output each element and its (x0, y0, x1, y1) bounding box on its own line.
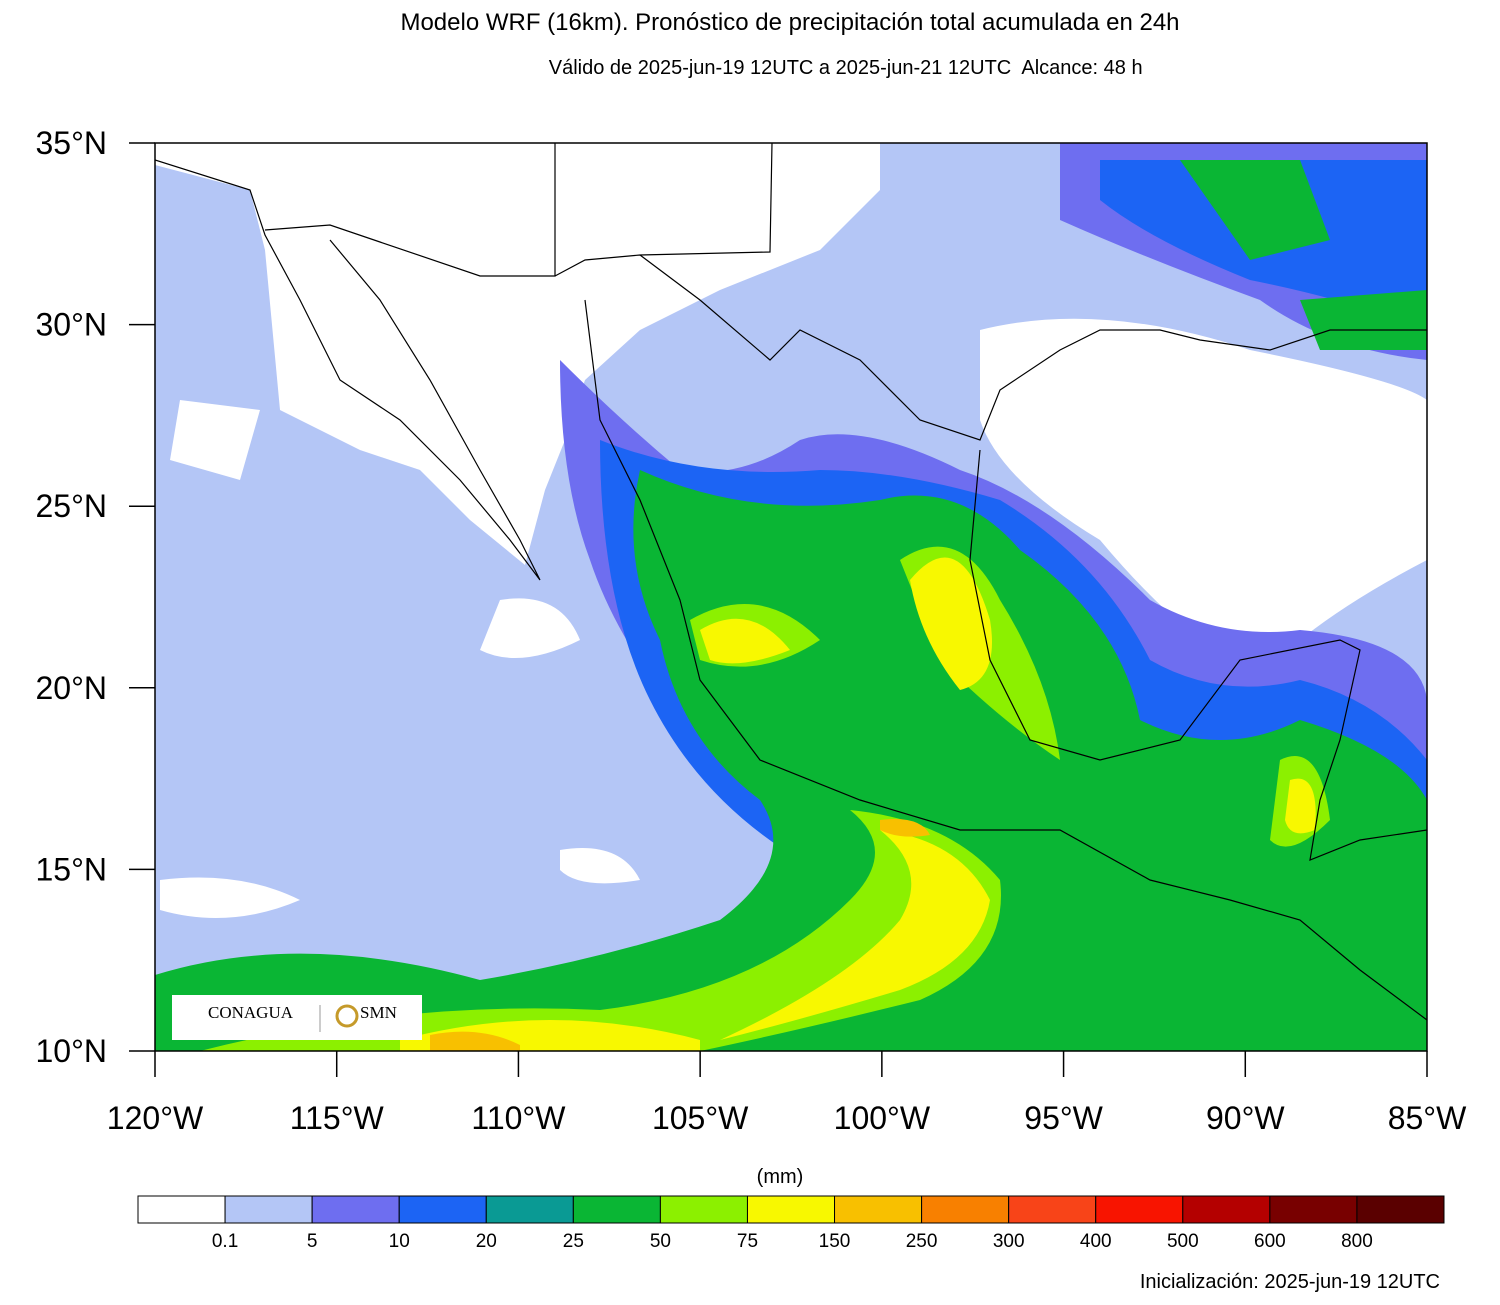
colorbar-level: 75 (737, 1231, 758, 1252)
precip-region (155, 470, 1427, 1051)
colorbar-swatch (137, 1195, 226, 1224)
lat-tick-label: 10°N (36, 1033, 108, 1069)
lat-tick-label: 30°N (36, 307, 108, 343)
colorbar-swatch (1182, 1195, 1271, 1224)
lon-tick-label: 100°W (834, 1100, 931, 1136)
colorbar-swatch (485, 1195, 574, 1224)
colorbar-level: 400 (1080, 1231, 1112, 1252)
colorbar-swatch (1269, 1195, 1358, 1224)
init-time: Inicialización: 2025-jun-19 12UTC (1140, 1271, 1440, 1293)
agency-logo-text: CONAGUA (208, 1003, 294, 1022)
colorbar-level: 500 (1167, 1231, 1199, 1252)
colorbar-swatch (1095, 1195, 1184, 1224)
lon-tick-label: 105°W (652, 1100, 749, 1136)
colorbar-swatch (224, 1195, 313, 1224)
lat-tick-label: 15°N (36, 851, 108, 887)
precip-field (155, 143, 1427, 1051)
colorbar-swatch (1356, 1195, 1445, 1224)
colorbar-level: 150 (819, 1231, 851, 1252)
lon-tick-label: 110°W (471, 1100, 566, 1136)
colorbar-swatch (834, 1195, 923, 1224)
valid-period: Válido de 2025-jun-19 12UTC a 2025-jun-2… (549, 57, 1012, 79)
map-frame (154, 142, 1428, 1052)
colorbar-level: 800 (1341, 1231, 1373, 1252)
title: Modelo WRF (16km). Pronóstico de precipi… (400, 9, 1179, 36)
service-logo-text: SMN (360, 1003, 397, 1022)
colorbar-swatch (572, 1195, 661, 1224)
colorbar: 0.1 5 10 20 25 50 75 150 250 300 400 500 600 800 (137, 1195, 1445, 1252)
precip-region (155, 143, 880, 565)
colorbar-level: 5 (307, 1231, 318, 1252)
lon-tick-label: 120°W (107, 1100, 204, 1136)
colorbar-level: 300 (993, 1231, 1025, 1252)
lon-tick-label: 115°W (290, 1100, 385, 1136)
lat-tick-label: 35°N (36, 125, 108, 161)
colorbar-swatch (921, 1195, 1010, 1224)
colorbar-swatch (1008, 1195, 1097, 1224)
lon-tick-label: 90°W (1206, 1100, 1285, 1136)
colorbar-swatch (311, 1195, 400, 1224)
precip-region (1180, 160, 1427, 350)
logo: CONAGUA SMN (172, 995, 422, 1040)
colorbar-swatch (746, 1195, 836, 1224)
colorbar-swatch (659, 1195, 748, 1224)
forecast-range: Alcance: 48 h (1021, 57, 1142, 79)
lon-tick-label: 95°W (1024, 1100, 1103, 1136)
precip-region (980, 318, 1427, 640)
lat-tick-label: 20°N (36, 670, 108, 706)
colorbar-level: 25 (563, 1231, 584, 1252)
lat-tick-label: 25°N (36, 488, 108, 524)
colorbar-unit: (mm) (757, 1166, 804, 1188)
coastline (155, 143, 1427, 1021)
lon-tick-label: 85°W (1388, 1100, 1467, 1136)
colorbar-level: 20 (476, 1231, 497, 1252)
precip-region (160, 400, 640, 918)
colorbar-level: 50 (650, 1231, 671, 1252)
colorbar-level: 0.1 (212, 1231, 238, 1252)
axes: 120°W 115°W 110°W 105°W 100°W 95°W 90°W 85°W 35°… (36, 125, 1468, 1136)
colorbar-level: 250 (906, 1231, 938, 1252)
colorbar-level: 600 (1254, 1231, 1286, 1252)
colorbar-level: 10 (389, 1231, 410, 1252)
colorbar-swatch (398, 1195, 487, 1224)
